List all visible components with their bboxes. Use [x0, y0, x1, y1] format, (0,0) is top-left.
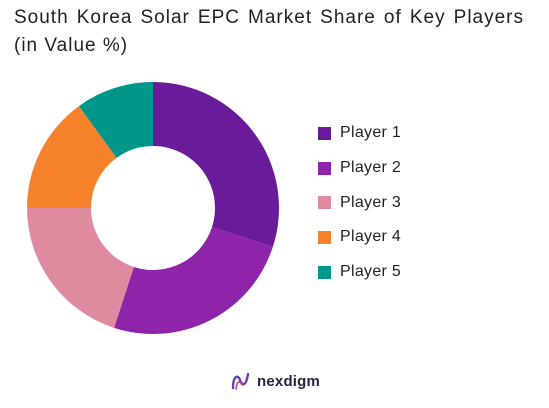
legend-label-player-2: Player 2	[340, 159, 402, 177]
legend-swatch-player-1	[318, 126, 331, 140]
legend-swatch-player-2	[318, 161, 331, 175]
legend-label-player-3: Player 3	[340, 193, 402, 211]
legend-swatch-player-3	[318, 196, 331, 210]
brand-name: nexdigm	[257, 372, 321, 390]
legend-item-player-2: Player 2	[318, 151, 401, 186]
legend-item-player-1: Player 1	[318, 116, 401, 151]
donut-slice-1	[153, 82, 279, 247]
legend-item-player-5: Player 5	[318, 255, 401, 290]
legend-swatch-player-5	[318, 265, 331, 279]
legend-label-player-5: Player 5	[340, 263, 402, 281]
donut-slice-5	[78, 82, 153, 158]
legend-label-player-1: Player 1	[340, 124, 402, 142]
chart-legend: Player 1 Player 2 Player 3 Player 4 Play…	[318, 116, 401, 289]
legend-label-player-4: Player 4	[340, 228, 402, 246]
legend-swatch-player-4	[318, 230, 331, 244]
donut-slice-3	[27, 208, 134, 328]
legend-item-player-3: Player 3	[318, 185, 401, 220]
donut-slice-4	[27, 106, 117, 208]
nexdigm-logo-icon	[231, 372, 250, 390]
brand-logo: nexdigm	[230, 370, 320, 392]
chart-title: South Korea Solar EPC Market Share of Ke…	[14, 7, 524, 56]
legend-item-player-4: Player 4	[318, 220, 401, 255]
donut-slice-2	[114, 227, 273, 334]
